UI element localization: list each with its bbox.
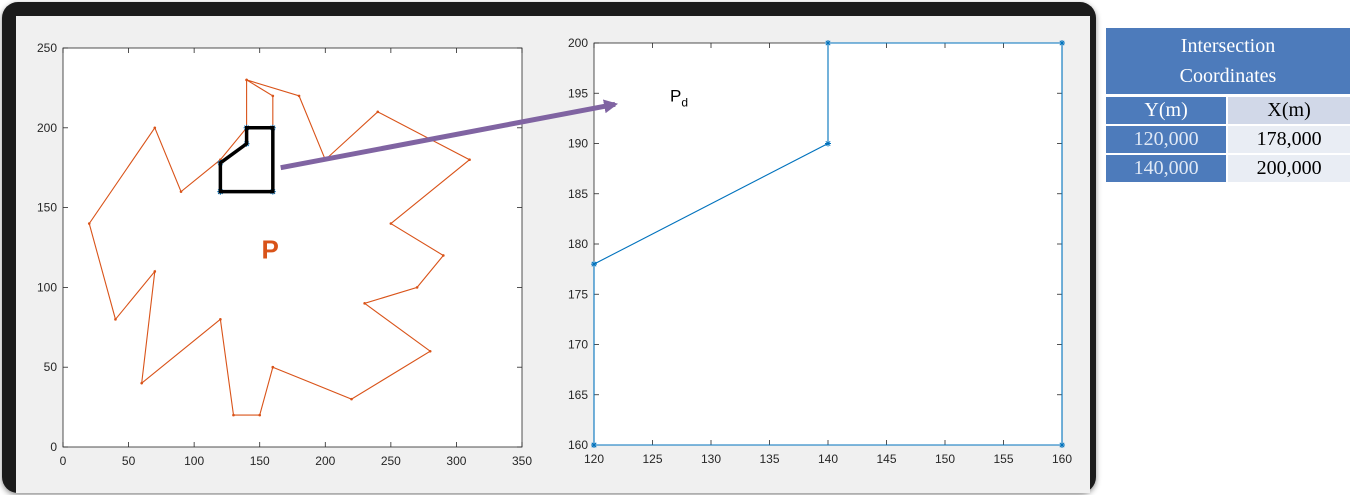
table-row: 140,000 200,000 (1106, 155, 1350, 184)
table-cell-y: 140,000 (1106, 155, 1227, 184)
data-point (1059, 442, 1065, 448)
data-point (442, 254, 445, 257)
x-tick-label: 200 (315, 454, 335, 468)
x-tick-label: 150 (250, 454, 270, 468)
x-tick-label: 135 (759, 452, 779, 466)
data-point (428, 349, 432, 353)
data-point (219, 318, 222, 321)
table-title-line1: Intersection (1180, 35, 1276, 57)
x-tick-label: 145 (876, 452, 896, 466)
x-tick-label: 100 (184, 454, 204, 468)
data-point (389, 222, 393, 225)
y-tick-label: 195 (568, 86, 588, 100)
y-tick-label: 175 (568, 287, 588, 301)
data-point (825, 40, 831, 46)
y-tick-label: 180 (568, 237, 588, 251)
data-point (468, 158, 471, 162)
data-point (825, 140, 831, 147)
x-tick-label: 120 (584, 452, 604, 466)
data-point (245, 78, 248, 82)
data-point (140, 381, 143, 385)
data-point (350, 397, 353, 401)
left-axes: 0 50 100 150 200 250 300 350 0 50 100 150 200 250 P (37, 41, 532, 468)
x-tick-label: 50 (122, 454, 136, 468)
y-tick-label: 200 (568, 36, 588, 50)
y-tick-label: 185 (568, 187, 588, 201)
data-point (271, 365, 275, 369)
y-tick-label: 200 (37, 121, 57, 135)
overlay (280, 99, 619, 171)
plots-svg: 0 50 100 150 200 250 300 350 0 50 100 150 200 250 P 12… (37, 36, 1072, 468)
figure-frame: 0 50 100 150 200 250 300 350 0 50 100 150 200 250 P 12… (2, 2, 1096, 493)
right-axes: 120 125 130 135 140 145 150 155 160 160 165 170 175 1… (568, 36, 1072, 466)
x-tick-label: 350 (512, 454, 532, 468)
table-header-x: X(m) (1226, 97, 1350, 126)
data-point (153, 270, 157, 273)
x-tick-label: 130 (701, 452, 721, 466)
table-header-row: Y(m) X(m) (1106, 97, 1350, 126)
data-point (591, 442, 597, 448)
table-cell-y: 120,000 (1106, 126, 1227, 155)
y-tick-label: 50 (44, 360, 58, 374)
x-tick-label: 140 (818, 452, 838, 466)
intersection-table: Intersection Coordinates Y(m) X(m) 120,0… (1106, 28, 1350, 184)
table-cell-x: 178,000 (1226, 126, 1350, 155)
data-point (87, 222, 91, 225)
table-title: Intersection Coordinates (1106, 28, 1350, 97)
table-header-y: Y(m) (1106, 97, 1227, 126)
x-tick-label: 0 (60, 454, 67, 468)
x-tick-label: 250 (381, 454, 401, 468)
y-tick-label: 190 (568, 137, 588, 151)
data-point (114, 318, 117, 321)
x-tick-label: 160 (1052, 452, 1072, 466)
figure-canvas: 0 50 100 150 200 250 300 350 0 50 100 150 200 250 P 12… (16, 16, 1090, 493)
data-point (271, 94, 275, 98)
table-cell-x: 200,000 (1226, 155, 1350, 184)
x-tick-label: 300 (446, 454, 466, 468)
zoom-arrow (280, 99, 619, 171)
y-tick-label: 0 (50, 440, 57, 454)
data-point (232, 413, 235, 417)
polygon-label: P (262, 235, 279, 265)
zoom-region-outline (218, 126, 275, 194)
y-tick-label: 165 (568, 388, 588, 402)
x-tick-label: 155 (993, 452, 1013, 466)
data-point (153, 126, 157, 130)
data-point (376, 110, 380, 114)
data-point (1059, 40, 1065, 46)
data-point (363, 302, 366, 305)
data-point (179, 190, 183, 193)
data-point (591, 261, 597, 268)
data-point (258, 413, 262, 417)
series-line-0 (88, 78, 471, 416)
pd-subscript: d (681, 95, 688, 109)
y-tick-label: 100 (37, 280, 57, 294)
intersection-table-panel: Intersection Coordinates Y(m) X(m) 120,0… (1106, 28, 1350, 184)
plot-area (62, 47, 523, 448)
y-tick-label: 250 (37, 41, 57, 55)
x-tick-label: 150 (935, 452, 955, 466)
x-tick-label: 125 (642, 452, 662, 466)
y-tick-label: 150 (37, 201, 57, 215)
y-tick-label: 170 (568, 338, 588, 352)
data-point (297, 94, 301, 98)
table-title-line2: Coordinates (1179, 65, 1277, 87)
data-point (415, 286, 419, 289)
y-tick-label: 160 (568, 438, 588, 452)
table-row: 120,000 178,000 (1106, 126, 1350, 155)
